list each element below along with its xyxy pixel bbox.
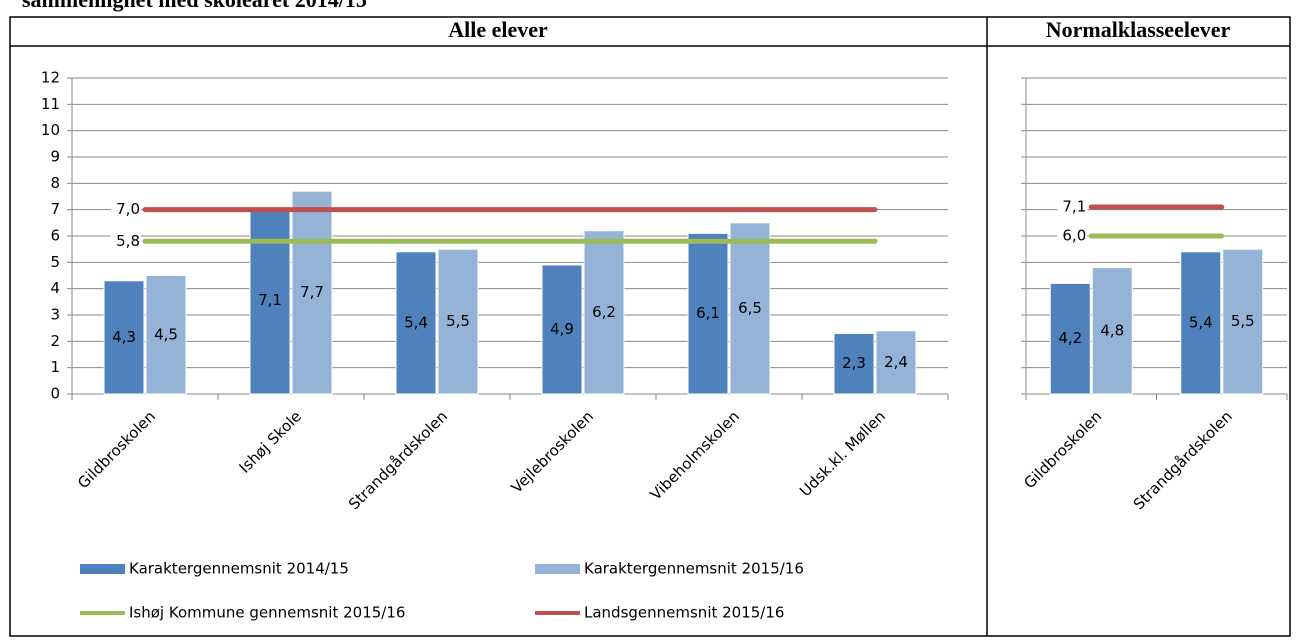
bar-value-label: 4,3 — [112, 328, 136, 346]
bar-value-label: 5,5 — [446, 312, 470, 330]
bar — [437, 248, 479, 395]
y-tick-label: 6 — [50, 227, 60, 245]
bar — [687, 232, 729, 395]
bar — [875, 330, 917, 395]
line-label-bg — [1057, 227, 1088, 245]
y-tick-label: 11 — [41, 95, 60, 113]
x-tick-label: Strandgårdskolen — [1130, 407, 1236, 513]
bar-value-label: 7,7 — [300, 283, 324, 301]
bar-value-label: 4,5 — [154, 325, 178, 343]
bar-value-label: 5,4 — [404, 313, 428, 331]
y-tick-label: 8 — [50, 174, 60, 192]
x-tick-label: Gildbroskolen — [74, 407, 159, 492]
legend-label: Ishøj Kommune gennemsnit 2015/16 — [129, 604, 405, 622]
bar — [249, 206, 291, 395]
bar — [103, 280, 145, 395]
bar — [145, 275, 187, 395]
bar — [1049, 282, 1091, 395]
line-value-label: 5,8 — [116, 232, 140, 250]
bar — [291, 190, 333, 395]
legend-label: Karaktergennemsnit 2015/16 — [584, 560, 804, 578]
y-tick-label: 9 — [50, 148, 60, 166]
legend-label: Landsgennemsnit 2015/16 — [584, 604, 784, 622]
x-tick-label: Strandgårdskolen — [345, 407, 451, 513]
y-tick-label: 5 — [50, 253, 60, 271]
bar — [583, 230, 625, 395]
bar-value-label: 5,5 — [1231, 312, 1255, 330]
x-tick-label: Udsk.kl. Møllen — [796, 407, 889, 500]
line-value-label: 6,0 — [1062, 227, 1086, 245]
line-value-label: 7,1 — [1062, 198, 1086, 216]
bar — [395, 251, 437, 395]
y-tick-label: 2 — [50, 332, 60, 350]
y-tick-label: 7 — [50, 200, 60, 218]
bar-value-label: 6,2 — [592, 303, 616, 321]
bar-value-label: 5,4 — [1189, 313, 1213, 331]
bar — [729, 222, 771, 395]
header-text: sammenlignet med skoleåret 2014/15 — [22, 0, 367, 12]
column-header: Alle elever — [448, 17, 548, 42]
bar — [1222, 248, 1264, 395]
line-label-bg — [1057, 198, 1088, 217]
bar-value-label: 4,2 — [1058, 329, 1082, 347]
y-tick-label: 12 — [41, 69, 60, 87]
bar-value-label: 4,9 — [550, 320, 574, 338]
bar-value-label: 6,5 — [738, 299, 762, 317]
y-tick-label: 3 — [50, 306, 60, 324]
bar — [833, 332, 875, 395]
x-tick-label: Vejlebroskolen — [508, 407, 597, 496]
bar-value-label: 6,1 — [696, 304, 720, 322]
line-label-bg — [111, 232, 141, 251]
y-tick-label: 0 — [50, 385, 60, 403]
legend-label: Karaktergennemsnit 2014/15 — [129, 560, 349, 578]
x-tick-label: Ishøj Skole — [236, 407, 305, 476]
x-tick-label: Vibeholmskolen — [647, 407, 743, 503]
line-label-bg — [111, 200, 141, 219]
bar — [1180, 251, 1222, 395]
table-border — [9, 16, 1291, 637]
bar-value-label: 7,1 — [258, 291, 282, 309]
y-tick-label: 4 — [50, 279, 60, 297]
y-tick-label: 10 — [41, 121, 60, 139]
x-tick-label: Gildbroskolen — [1020, 407, 1105, 492]
bar — [541, 264, 583, 395]
line-value-label: 7,0 — [116, 200, 140, 218]
y-tick-label: 1 — [50, 358, 60, 376]
bar-value-label: 2,4 — [884, 353, 908, 371]
column-header: Normalklasseelever — [1046, 17, 1231, 42]
bar-value-label: 2,3 — [842, 354, 866, 372]
bar — [1091, 267, 1133, 395]
bar-value-label: 4,8 — [1100, 321, 1124, 339]
